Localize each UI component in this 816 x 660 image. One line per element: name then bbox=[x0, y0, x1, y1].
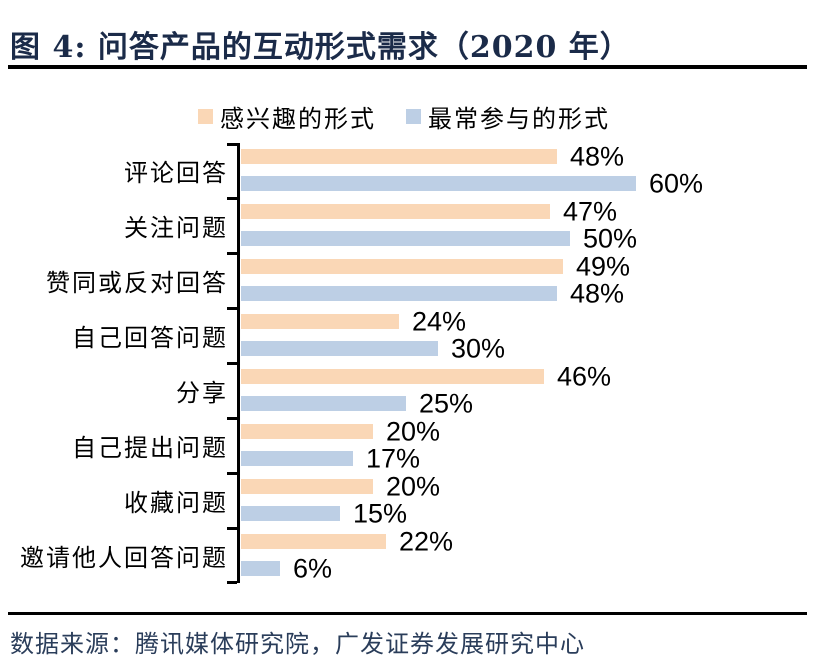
bar bbox=[241, 259, 563, 274]
bar bbox=[241, 286, 557, 301]
axis-tick bbox=[227, 472, 237, 475]
axis-tick bbox=[227, 581, 237, 584]
value-label: 20% bbox=[386, 471, 441, 501]
bar bbox=[241, 479, 373, 494]
legend-swatch bbox=[198, 109, 213, 124]
axis-tick bbox=[227, 143, 237, 146]
y-axis-line bbox=[237, 143, 240, 583]
value-label: 47% bbox=[563, 196, 618, 226]
legend-label: 感兴趣的形式 bbox=[220, 105, 376, 133]
value-label: 46% bbox=[557, 361, 612, 391]
bar bbox=[241, 424, 373, 439]
category-label: 收藏问题 bbox=[124, 489, 228, 517]
category-label: 赞同或反对回答 bbox=[46, 269, 228, 297]
footer-divider bbox=[8, 612, 807, 615]
bar bbox=[241, 561, 280, 576]
category-label: 自己提出问题 bbox=[72, 434, 228, 462]
value-label: 15% bbox=[353, 498, 408, 528]
axis-tick bbox=[227, 527, 237, 530]
category-label: 分享 bbox=[176, 379, 228, 407]
bar bbox=[241, 231, 570, 246]
value-label: 48% bbox=[570, 141, 625, 171]
bar bbox=[241, 369, 544, 384]
value-label: 6% bbox=[293, 553, 333, 583]
value-label: 50% bbox=[583, 223, 638, 253]
legend: 感兴趣的形式 最常参与的形式 bbox=[198, 99, 610, 134]
legend-item-interested: 感兴趣的形式 bbox=[198, 99, 376, 134]
category-label: 自己回答问题 bbox=[72, 324, 228, 352]
axis-tick bbox=[227, 197, 237, 200]
legend-swatch bbox=[406, 109, 421, 124]
value-label: 22% bbox=[399, 526, 454, 556]
category-label: 评论回答 bbox=[124, 159, 228, 187]
bar-chart: 评论回答 48% 60% 关注问题 47% 50% 赞同或反对回答 49% 48% 自己回答问题 2… bbox=[0, 141, 816, 584]
bar bbox=[241, 314, 399, 329]
value-label: 60% bbox=[649, 168, 704, 198]
axis-tick bbox=[227, 417, 237, 420]
figure-title: 图 4: 问答产品的互动形式需求（2020 年） bbox=[10, 30, 631, 65]
value-label: 20% bbox=[386, 416, 441, 446]
bar bbox=[241, 149, 557, 164]
value-label: 17% bbox=[366, 443, 421, 473]
legend-item-participated: 最常参与的形式 bbox=[406, 99, 610, 134]
bar bbox=[241, 204, 550, 219]
bar bbox=[241, 451, 353, 466]
bar bbox=[241, 506, 340, 521]
data-source: 数据来源：腾讯媒体研究院，广发证券发展研究中心 bbox=[10, 630, 585, 658]
value-label: 30% bbox=[451, 333, 506, 363]
axis-tick bbox=[227, 252, 237, 255]
title-divider bbox=[8, 65, 807, 69]
bar bbox=[241, 534, 386, 549]
axis-tick bbox=[227, 307, 237, 310]
bar bbox=[241, 176, 636, 191]
value-label: 25% bbox=[419, 388, 474, 418]
value-label: 48% bbox=[570, 278, 625, 308]
value-label: 24% bbox=[412, 306, 467, 336]
category-label: 邀请他人回答问题 bbox=[20, 544, 228, 572]
value-label: 49% bbox=[576, 251, 631, 281]
axis-tick bbox=[227, 362, 237, 365]
legend-label: 最常参与的形式 bbox=[428, 105, 610, 133]
bar bbox=[241, 396, 406, 411]
category-label: 关注问题 bbox=[124, 214, 228, 242]
bar bbox=[241, 341, 438, 356]
